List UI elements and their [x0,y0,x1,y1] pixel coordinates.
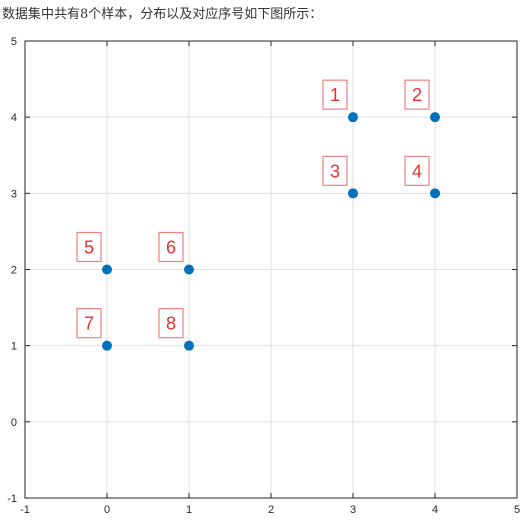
x-tick-label: 2 [268,504,274,516]
point-label: 3 [330,161,340,181]
point-label-box [404,155,430,186]
data-point [184,264,194,275]
point-label: 5 [84,238,94,258]
point-label: 6 [166,238,176,258]
y-tick-label: 3 [11,188,17,200]
data-point [184,340,194,351]
y-tick-label: 1 [11,341,17,353]
data-point [102,340,112,351]
ticks: -1 0 1 2 3 4 5 -1 0 1 2 3 4 5 [7,36,520,516]
caption: 数据集中共有8个样本，分布以及对应序号如下图所示： [2,7,323,22]
x-tick-label: 0 [104,504,110,516]
point-label: 8 [166,314,176,334]
data-points [102,112,440,351]
data-point [348,112,358,123]
data-point [430,112,440,123]
x-tick-label: 5 [514,504,520,516]
y-tick-label: -1 [7,493,17,505]
point-label-box [76,308,102,339]
point-label-box [404,79,430,110]
point-label: 2 [412,85,422,105]
point-labels: 1 2 3 4 5 6 7 8 [76,79,430,339]
y-tick-label: 2 [11,265,17,277]
point-label-box [158,308,184,339]
point-label-box [158,231,184,263]
data-point [348,188,358,199]
x-tick-label: 1 [186,504,192,516]
point-label: 7 [84,314,94,334]
x-tick-label: -1 [20,504,30,516]
y-tick-label: 5 [11,36,17,48]
point-label-box [322,155,348,186]
data-point [102,264,112,275]
data-point [430,188,440,199]
x-tick-label: 3 [350,504,356,516]
y-tick-label: 4 [11,112,17,124]
point-label: 1 [330,85,340,105]
point-label-box [76,231,102,263]
point-label-box [322,79,348,110]
y-tick-label: 0 [11,417,17,429]
point-label: 4 [412,161,422,181]
x-tick-label: 4 [432,504,438,516]
